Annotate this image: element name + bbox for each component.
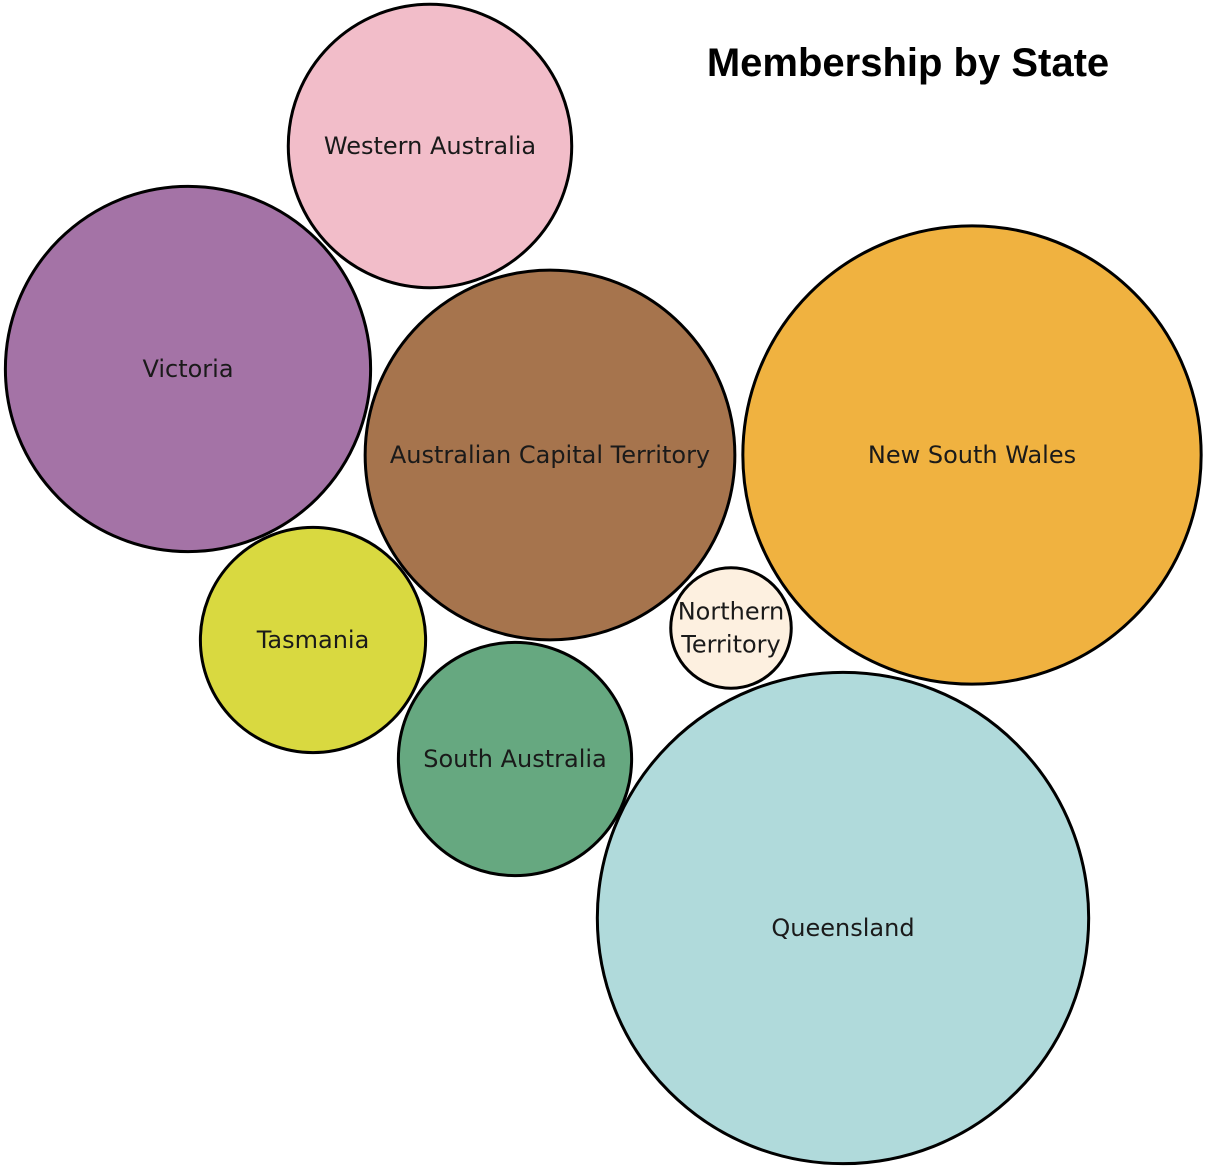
bubble-label-line: South Australia	[423, 745, 607, 773]
bubble-western-australia	[286, 2, 574, 290]
bubble-label-line: Queensland	[771, 914, 914, 942]
bubble-queensland	[595, 670, 1091, 1166]
bubble-label-line: New South Wales	[868, 441, 1076, 469]
bubble-label-line: Victoria	[142, 355, 233, 383]
bubble-label-australian-capital-territory: Australian Capital Territory	[390, 441, 710, 469]
bubble-label-victoria: Victoria	[142, 355, 233, 383]
bubble-label-line: Northern	[678, 598, 785, 626]
chart-title: Membership by State	[707, 41, 1109, 85]
bubble-tasmania	[198, 525, 428, 755]
bubble-new-south-wales	[741, 224, 1203, 686]
bubble-label-tasmania: Tasmania	[256, 626, 370, 654]
bubble-victoria	[3, 184, 373, 554]
bubble-label-line: Territory	[680, 631, 781, 659]
bubble-label-south-australia: South Australia	[423, 745, 607, 773]
bubble-label-line: Tasmania	[256, 626, 370, 654]
bubble-label-line: Western Australia	[324, 132, 536, 160]
bubbles-group: Western Australia Victoria Australian Capi…	[3, 2, 1203, 1166]
bubble-south-australia	[396, 640, 634, 878]
bubble-label-new-south-wales: New South Wales	[868, 441, 1076, 469]
bubble-label-northern-territory: Northern Territory	[678, 598, 785, 659]
bubble-label-line: Australian Capital Territory	[390, 441, 710, 469]
bubble-label-queensland: Queensland	[771, 914, 914, 942]
bubble-australian-capital-territory	[363, 268, 737, 642]
bubble-label-western-australia: Western Australia	[324, 132, 536, 160]
bubble-northern-territory	[669, 566, 793, 690]
